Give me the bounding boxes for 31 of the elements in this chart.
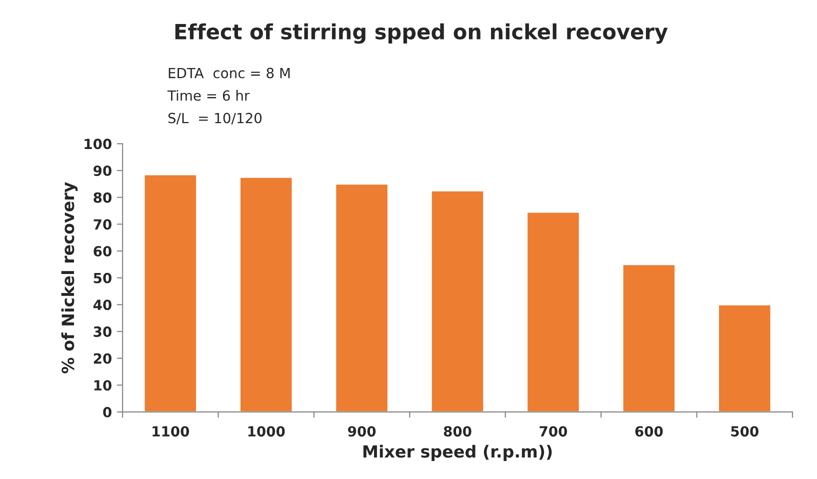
x-tick-label: 1000	[248, 426, 285, 437]
y-axis-title: % of Nickel recovery	[61, 182, 78, 374]
text: EDTA conc = 8 M	[168, 68, 290, 78]
x-tick-label: 600	[635, 426, 663, 437]
bar	[526, 211, 580, 412]
y-tick-label: 10	[94, 380, 112, 391]
y-tick-label: 30	[94, 326, 112, 337]
text: S/L = 10/120	[168, 112, 262, 124]
y-tick-label: 20	[94, 353, 112, 364]
x-tick-label: 500	[731, 426, 758, 437]
y-tick-label: 80	[94, 192, 112, 203]
y-tick-label: 0	[103, 406, 112, 418]
bar	[334, 183, 389, 412]
x-tick-label: 900	[348, 426, 376, 437]
bar	[718, 304, 772, 412]
x-tick-label: 800	[444, 426, 472, 437]
x-tick-label: 700	[540, 426, 568, 437]
y-tick-label: 90	[94, 165, 112, 176]
y-tick-label: 70	[94, 219, 112, 230]
x-axis-title: Mixer speed (r.p.m))	[363, 444, 552, 461]
bar	[622, 264, 676, 412]
bar	[143, 174, 198, 412]
text: Time = 6 hr	[167, 90, 250, 101]
y-tick-label: 40	[93, 300, 112, 310]
bar	[239, 176, 294, 412]
y-tick-label: 60	[94, 246, 112, 256]
y-tick-label: 50	[94, 272, 112, 284]
y-tick-label: 100	[84, 138, 112, 150]
bar	[430, 190, 485, 412]
x-tick-label: 1100	[152, 426, 190, 437]
chart-title: Effect of stirring spped on nickel recovery	[175, 23, 668, 44]
